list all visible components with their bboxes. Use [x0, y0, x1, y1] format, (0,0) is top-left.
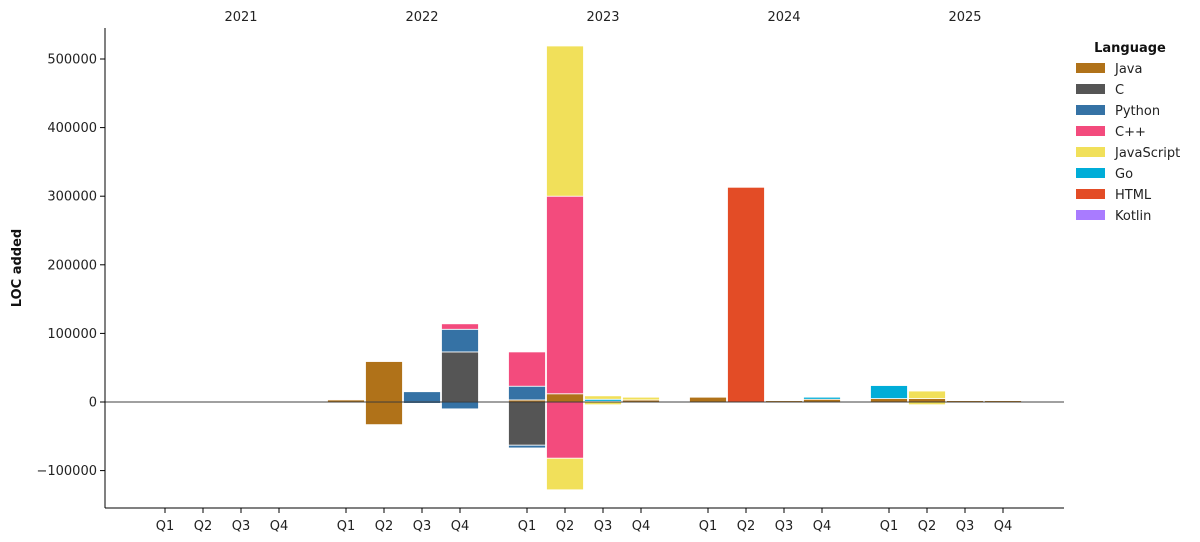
- axes-layer: −100000 0 100000 200000 300000 400000 500000 Q1…: [10, 10, 1064, 534]
- bars-layer: [327, 45, 1022, 491]
- legend-swatch-go: [1076, 168, 1105, 178]
- year-label-2024: 2024: [767, 10, 800, 25]
- x-tick-label: Q2: [737, 519, 756, 534]
- bar-2022-q4-python-neg: [441, 401, 479, 410]
- bar-2023-q2-cpp-neg: [546, 401, 584, 459]
- x-tick-label: Q4: [994, 519, 1013, 534]
- x-tick-label: Q3: [232, 519, 251, 534]
- year-label-2025: 2025: [948, 10, 981, 25]
- legend-label-html: HTML: [1115, 188, 1152, 203]
- bar-2025-q2-java-pos: [908, 398, 946, 403]
- legend-swatch-cpp: [1076, 126, 1105, 136]
- bar-2023-q4-javascript-pos: [622, 396, 660, 401]
- bar-2023-q3-javascript-neg: [584, 401, 622, 406]
- legend-label-java: Java: [1114, 62, 1142, 77]
- bar-2022-q4-python-pos: [441, 328, 479, 353]
- x-tick-label: Q3: [956, 519, 975, 534]
- bar-2022-q4-cpp-pos: [441, 323, 479, 330]
- x-tick-label: Q1: [880, 519, 899, 534]
- legend-label-javascript: JavaScript: [1114, 146, 1180, 161]
- x-tick-label: Q4: [270, 519, 289, 534]
- x-tick-label: Q4: [632, 519, 651, 534]
- bar-2025-q1-java-pos: [870, 398, 908, 403]
- legend-title: Language: [1094, 41, 1166, 56]
- bar-2023-q1-python-neg: [508, 444, 546, 449]
- legend-swatch-java: [1076, 63, 1105, 73]
- x-tick-label: Q2: [375, 519, 394, 534]
- bar-2024-q4-go-pos: [803, 396, 841, 400]
- legend-swatch-javascript: [1076, 147, 1105, 157]
- legend-swatch-c: [1076, 84, 1105, 94]
- bar-2023-q2-cpp-pos: [546, 195, 584, 395]
- y-tick-label: 400000: [47, 121, 97, 136]
- year-label-2022: 2022: [405, 10, 438, 25]
- bar-2022-q4-c-pos: [441, 351, 479, 403]
- y-axis-title: LOC added: [10, 229, 25, 307]
- year-label-2023: 2023: [586, 10, 619, 25]
- bar-2024-q2-html-pos: [727, 186, 765, 403]
- x-tick-label: Q1: [156, 519, 175, 534]
- legend-label-cpp: C++: [1115, 125, 1146, 140]
- bar-2022-q3-python-pos: [403, 391, 441, 403]
- bar-2025-q2-javascript-pos: [908, 390, 946, 399]
- x-tick-label: Q2: [194, 519, 213, 534]
- bar-2024-q1-java-pos: [689, 396, 727, 403]
- y-tick-label: 100000: [47, 327, 97, 342]
- x-tick-label: Q3: [775, 519, 794, 534]
- bar-2023-q2-java-pos: [546, 393, 584, 403]
- y-tick-label: 200000: [47, 258, 97, 273]
- x-tick-label: Q1: [518, 519, 537, 534]
- x-tick-label: Q2: [556, 519, 575, 534]
- bar-2023-q1-cpp-pos: [508, 351, 546, 387]
- legend-swatch-html: [1076, 189, 1105, 199]
- legend-swatch-python: [1076, 105, 1105, 115]
- x-tick-label: Q4: [451, 519, 470, 534]
- x-tick-label: Q3: [413, 519, 432, 534]
- bar-2025-q2-javascript-neg: [908, 401, 946, 406]
- legend-label-go: Go: [1115, 167, 1133, 182]
- bar-2022-q2-java-pos: [365, 361, 403, 403]
- bar-2023-q1-python-pos: [508, 385, 546, 401]
- bar-2025-q1-go-pos: [870, 385, 908, 399]
- bar-2023-q2-javascript-neg: [546, 457, 584, 491]
- x-tick-label: Q1: [337, 519, 356, 534]
- y-tick-label: 500000: [47, 53, 97, 68]
- legend-label-c: C: [1115, 83, 1124, 98]
- bar-2023-q2-javascript-pos: [546, 45, 584, 197]
- x-tick-label: Q2: [918, 519, 937, 534]
- bar-2023-q3-javascript-pos: [584, 395, 622, 400]
- x-tick-label: Q1: [699, 519, 718, 534]
- legend-label-kotlin: Kotlin: [1115, 209, 1151, 224]
- legend-label-python: Python: [1115, 104, 1160, 119]
- y-tick-label: −100000: [36, 464, 97, 479]
- y-tick-label: 0: [89, 396, 97, 411]
- bar-2023-q1-c-neg: [508, 401, 546, 446]
- y-tick-label: 300000: [47, 190, 97, 205]
- legend: Language Java C Python C++ JavaScript Go HTML Ko…: [1076, 41, 1180, 224]
- legend-swatch-kotlin: [1076, 210, 1105, 220]
- x-tick-label: Q3: [594, 519, 613, 534]
- year-label-2021: 2021: [224, 10, 257, 25]
- x-tick-label: Q4: [813, 519, 832, 534]
- bar-2022-q2-java-neg: [365, 401, 403, 426]
- bar-2024-q4-java-pos: [803, 398, 841, 403]
